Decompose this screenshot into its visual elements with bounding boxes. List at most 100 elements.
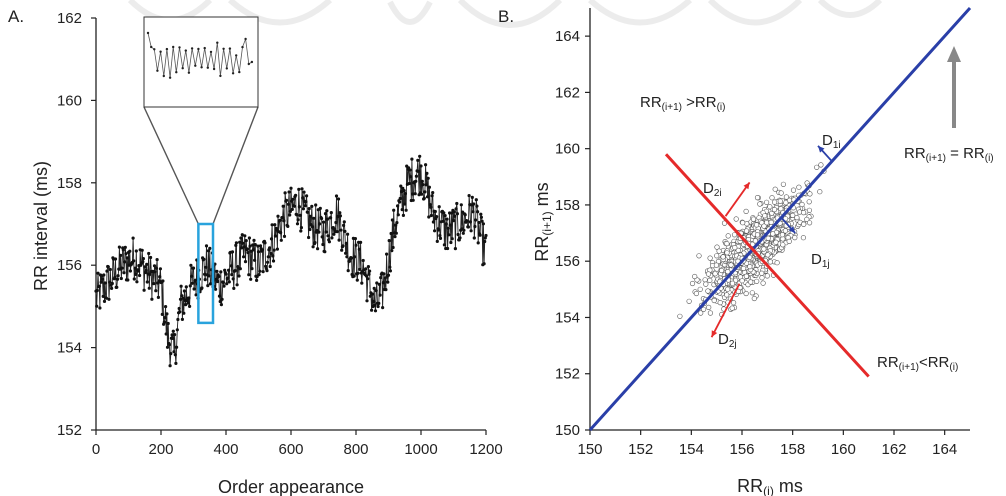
panel-a-point	[474, 218, 478, 222]
panel-a-point	[149, 255, 153, 260]
panel-a-point	[96, 271, 100, 275]
panel-a-point	[404, 208, 408, 212]
panel-a-point	[135, 280, 139, 284]
scatter-point	[770, 231, 776, 237]
panel-a-point	[100, 277, 105, 281]
inset-point	[150, 45, 153, 49]
panel-a-x-tick-label: 800	[343, 441, 368, 458]
panel-a-point	[138, 273, 142, 278]
panel-a-point	[287, 190, 291, 194]
panel-a-point	[423, 190, 427, 194]
d2j-label: D2j	[718, 331, 737, 350]
panel-a-point	[433, 229, 437, 233]
panel-a-point	[102, 273, 106, 277]
panel-a-point	[395, 221, 399, 225]
panel-a-point	[230, 273, 234, 277]
panel-a-point	[203, 278, 207, 282]
panel-a-point	[238, 267, 242, 271]
panel-a-point	[305, 194, 309, 198]
panel-a-point	[251, 243, 255, 247]
panel-a-point	[321, 242, 325, 247]
panel-b-y-tick-label: 156	[555, 253, 580, 270]
panel-a-point	[318, 206, 322, 210]
scatter-point	[799, 201, 805, 208]
scatter-point	[757, 201, 763, 207]
panel-a-point	[325, 209, 329, 213]
panel-a-point	[117, 245, 121, 249]
panel-a-point	[272, 248, 276, 252]
scatter-point	[778, 206, 784, 212]
scatter-point	[801, 221, 807, 227]
panel-a-point	[170, 333, 174, 337]
panel-a-point	[477, 220, 481, 225]
scatter-point	[783, 200, 789, 206]
panel-a-point	[427, 185, 431, 189]
panel-a-point	[251, 248, 255, 252]
inset-point	[250, 60, 254, 64]
panel-a-point	[164, 305, 168, 309]
panel-a-point	[346, 269, 350, 273]
panel-a-point	[414, 174, 418, 178]
scatter-point	[747, 264, 753, 270]
scatter-point	[729, 280, 736, 286]
panel-b-y-label: RR(i+1) ms	[532, 182, 554, 261]
panel-a-point	[194, 293, 198, 297]
panel-a-x-tick-label: 1200	[469, 441, 502, 458]
panel-a-point	[244, 239, 248, 243]
scatter-point	[778, 190, 784, 196]
panel-a-point	[393, 235, 397, 239]
d2i-arrow	[724, 181, 751, 217]
panel-a-point	[271, 259, 276, 263]
inset-point	[159, 50, 162, 53]
panel-a-point	[353, 255, 357, 259]
panel-a-point	[299, 226, 303, 230]
scatter-point	[773, 239, 779, 245]
panel-a-point	[110, 286, 114, 290]
panel-a-point	[269, 251, 273, 256]
inset-point	[184, 49, 187, 52]
panel-a-point	[308, 227, 312, 232]
panel-a-point	[308, 214, 313, 218]
panel-a-y-tick-label: 160	[57, 92, 82, 109]
panel-a-point	[107, 297, 111, 301]
panel-a-point	[469, 229, 473, 233]
d1j-arrow-head	[788, 226, 796, 234]
panel-a-point	[298, 213, 302, 217]
panel-a-point	[467, 194, 471, 198]
scatter-point	[748, 279, 754, 285]
panel-a-point	[140, 248, 144, 252]
scatter-point	[767, 259, 774, 265]
panel-a-point	[465, 219, 469, 223]
panel-a-x-tick-label: 0	[92, 441, 100, 458]
panel-a-point	[204, 265, 208, 269]
panel-a-point	[484, 233, 488, 238]
inset-point	[200, 66, 203, 69]
panel-a-point	[483, 239, 487, 244]
panel-a-point	[291, 197, 295, 201]
panel-a-point	[180, 294, 184, 298]
scatter-point	[698, 310, 704, 316]
panel-a-point	[323, 250, 327, 254]
panel-a-point	[286, 202, 290, 206]
panel-a-point	[108, 280, 112, 284]
panel-a-point	[216, 279, 220, 284]
inset-point	[162, 74, 165, 78]
panel-a-point	[284, 198, 289, 202]
panel-a-point	[123, 245, 127, 249]
scatter-point	[780, 181, 787, 187]
panel-a-point	[355, 278, 359, 282]
panel-a-point	[428, 203, 432, 207]
panel-a-point	[354, 243, 358, 247]
inset-point	[190, 47, 194, 50]
panel-a-point	[175, 328, 179, 332]
scatter-point	[790, 187, 797, 193]
panel-a-point	[167, 343, 171, 347]
scatter-point	[762, 213, 768, 219]
inset-point	[238, 70, 241, 74]
perpendicular-line	[664, 153, 870, 378]
panel-a-point	[179, 284, 183, 288]
d2i-label: D2i	[703, 180, 722, 199]
scatter-point	[696, 253, 702, 259]
panel-a-point	[234, 243, 238, 247]
panel-a-point	[171, 329, 175, 333]
